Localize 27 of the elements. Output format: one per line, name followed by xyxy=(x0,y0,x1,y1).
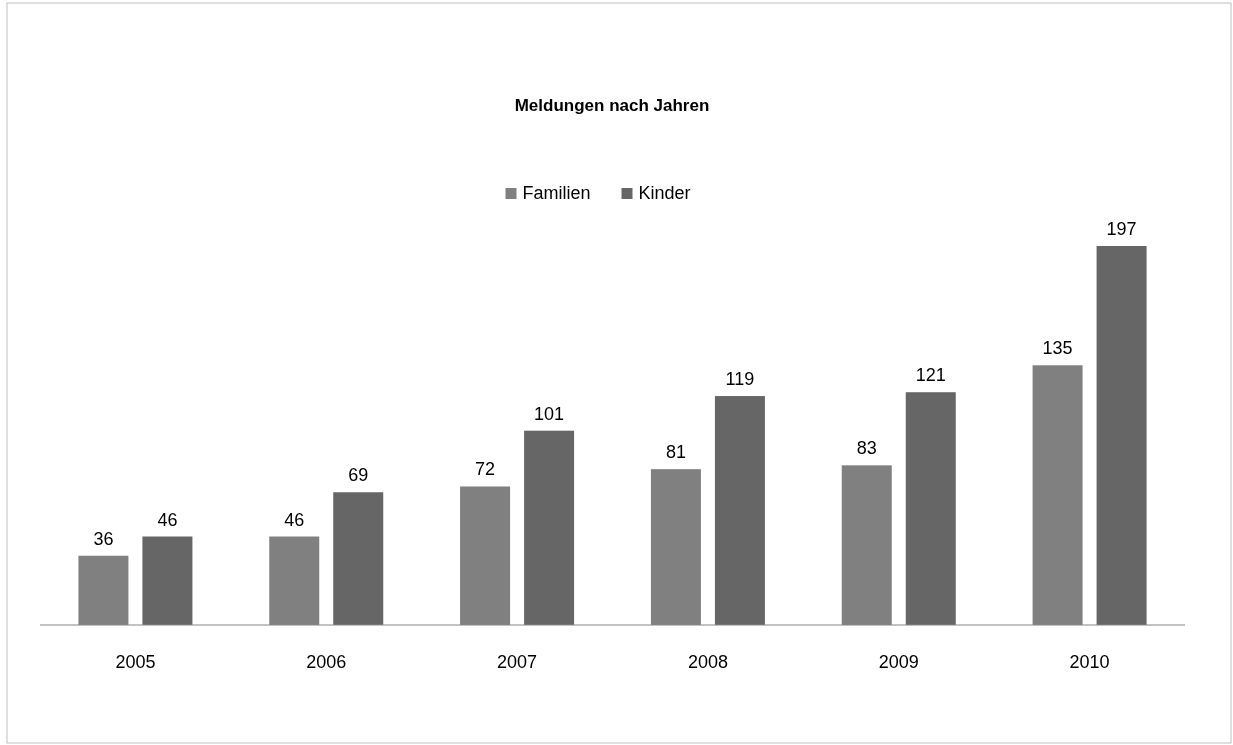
x-tick-label: 2009 xyxy=(878,652,919,672)
bar xyxy=(333,492,384,625)
data-label: 72 xyxy=(475,459,496,480)
data-label: 46 xyxy=(157,509,178,530)
data-label: 69 xyxy=(348,465,369,486)
chart-title: Meldungen nach Jahren xyxy=(514,96,710,115)
data-label: 36 xyxy=(93,528,114,549)
x-tick-label: 2008 xyxy=(687,652,728,672)
data-label: 83 xyxy=(856,438,877,459)
data-label: 119 xyxy=(725,369,755,390)
legend-label: Familien xyxy=(522,183,591,203)
data-label: 121 xyxy=(915,365,946,386)
legend-label: Kinder xyxy=(638,183,691,203)
data-label: 197 xyxy=(1106,219,1137,239)
bar xyxy=(524,430,575,625)
x-tick-label: 2005 xyxy=(115,652,156,672)
bar xyxy=(142,536,193,625)
x-tick-label: 2007 xyxy=(497,652,538,672)
bar xyxy=(1096,246,1147,625)
x-tick-label: 2006 xyxy=(306,652,347,672)
bar xyxy=(714,396,765,625)
x-tick-label: 2010 xyxy=(1069,652,1110,672)
data-label: 101 xyxy=(534,403,565,424)
data-label: 81 xyxy=(665,442,686,463)
bar xyxy=(905,392,956,625)
data-label: 135 xyxy=(1042,338,1073,359)
data-label: 46 xyxy=(284,509,305,530)
